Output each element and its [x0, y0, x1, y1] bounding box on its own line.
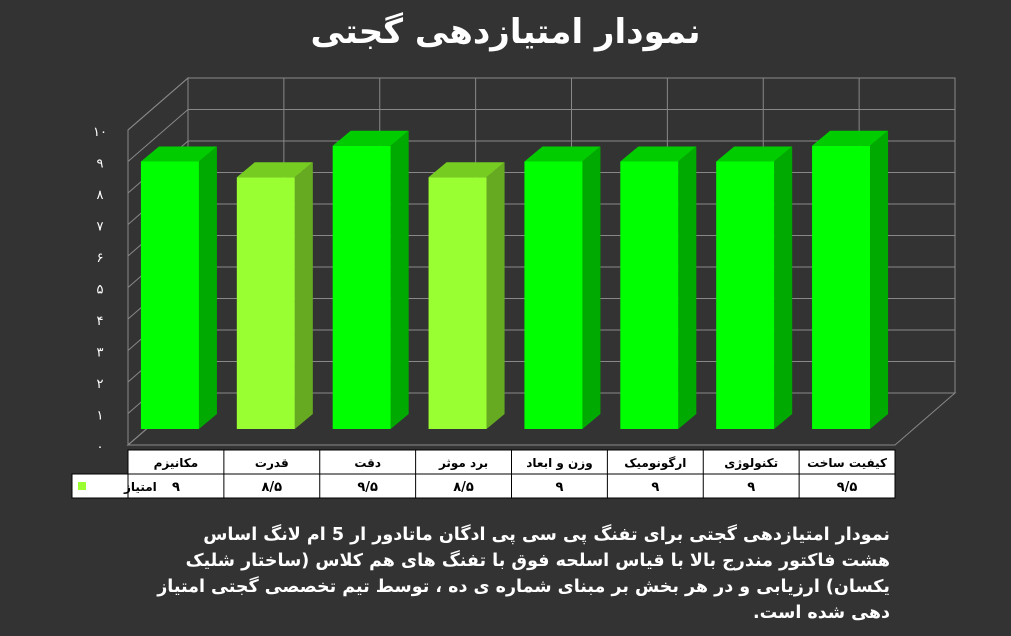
bar-side	[774, 146, 793, 429]
bar	[716, 146, 793, 429]
y-tick-label: ۰	[97, 440, 104, 455]
bar-side	[678, 146, 697, 429]
bar	[236, 162, 313, 429]
bar-front	[524, 161, 583, 429]
bar-side	[198, 146, 217, 429]
table-value-row	[71, 473, 896, 499]
y-tick-label: ۵	[97, 283, 104, 298]
category-label: قدرت	[255, 456, 289, 470]
data-table: مکانیزم قدرت دقت برد موثر وزن و ابعاد ارگونوم…	[71, 449, 896, 499]
bar-top	[332, 130, 409, 146]
category-label: مکانیزم	[154, 456, 199, 471]
value-label: ۹	[747, 480, 755, 495]
bar	[428, 162, 505, 429]
bar-front	[140, 161, 199, 429]
bar-front	[332, 145, 391, 429]
bar-side	[486, 162, 505, 429]
y-tick-label: ۳	[97, 346, 104, 361]
value-label: ۹	[651, 480, 659, 495]
value-label: ۸/۵	[453, 480, 474, 495]
y-tick-label: ۱۰	[93, 125, 107, 140]
bar-front	[716, 161, 775, 429]
bar-top	[716, 146, 793, 162]
value-label: ۸/۵	[262, 480, 283, 495]
value-label: ۹	[172, 480, 180, 495]
bar-side	[870, 130, 889, 429]
value-label: ۹/۵	[357, 480, 378, 495]
category-label: تکنولوژی	[724, 456, 778, 471]
bar-front	[428, 177, 487, 429]
y-axis: ۰ ۱ ۲ ۳ ۴ ۵ ۶ ۷ ۸ ۹ ۱۰	[93, 125, 107, 455]
y-tick-label: ۸	[97, 188, 104, 203]
bar-side	[294, 162, 313, 429]
gridline-10	[127, 77, 955, 131]
category-label: کیفیت ساخت	[807, 456, 887, 470]
bar-top	[620, 146, 697, 162]
legend-swatch	[78, 482, 86, 490]
bar	[524, 146, 601, 429]
bar-top	[140, 146, 217, 162]
bar-side	[390, 130, 409, 429]
value-label: ۹	[555, 480, 563, 495]
category-label: وزن و ابعاد	[526, 456, 592, 471]
bar	[620, 146, 697, 429]
category-label: برد موثر	[438, 456, 488, 471]
bar-front	[620, 161, 679, 429]
y-tick-label: ۹	[97, 157, 104, 172]
category-label: ارگونومیک	[624, 456, 686, 471]
bars	[140, 130, 889, 429]
chart-title: نمودار امتیازدهی گجتی	[310, 12, 701, 52]
bar	[332, 130, 409, 429]
bar-top	[236, 162, 313, 178]
y-tick-label: ۴	[97, 314, 104, 329]
bar-front	[812, 145, 871, 429]
y-tick-label: ۲	[97, 377, 104, 392]
chart-caption: نمودار امتیازدهی گجتی برای تفنگ پی سی پی…	[157, 525, 890, 623]
legend-label: امتیاز	[123, 480, 157, 494]
value-label: ۹/۵	[837, 480, 858, 495]
y-tick-label: ۱	[97, 409, 104, 424]
bar-top	[524, 146, 601, 162]
category-label: دقت	[354, 456, 381, 470]
bar	[140, 146, 217, 429]
bar-front	[236, 177, 295, 429]
bar-top	[812, 130, 889, 146]
bar-side	[582, 146, 601, 429]
bar	[812, 130, 889, 429]
bar-top	[428, 162, 505, 178]
y-tick-label: ۷	[97, 220, 104, 235]
y-tick-label: ۶	[97, 251, 104, 266]
